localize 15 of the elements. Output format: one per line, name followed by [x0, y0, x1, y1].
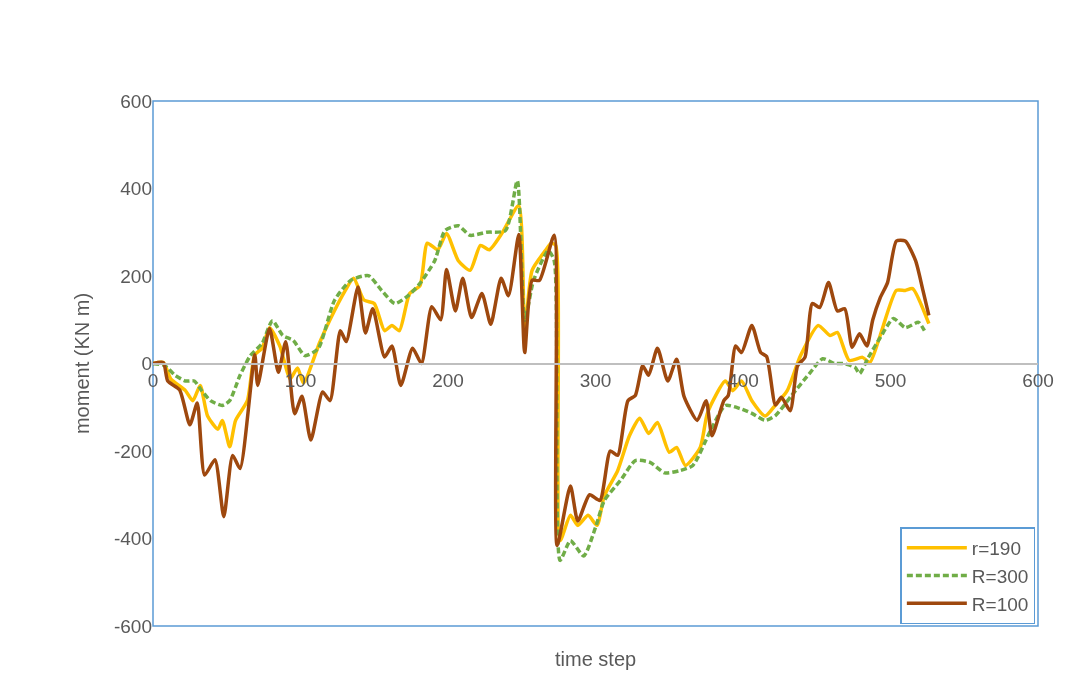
- x-axis-title: time step: [555, 648, 637, 670]
- legend-label: R=100: [971, 593, 1029, 615]
- y-tick-label: -200: [113, 440, 152, 462]
- x-tick-label: 200: [432, 370, 464, 392]
- y-tick-label: -600: [113, 615, 152, 637]
- x-tick-label: 300: [579, 370, 612, 392]
- y-tick-label: 400: [120, 178, 152, 200]
- y-tick-label: 200: [120, 265, 152, 287]
- legend-label: r=190: [971, 538, 1021, 560]
- y-axis-title: moment (KN m): [71, 292, 94, 435]
- y-tick-label: -400: [113, 528, 152, 550]
- y-tick-label: 600: [120, 90, 152, 112]
- x-tick-label: 500: [874, 370, 907, 392]
- y-tick-label: 0: [141, 353, 152, 375]
- legend-label: R=300: [971, 565, 1029, 587]
